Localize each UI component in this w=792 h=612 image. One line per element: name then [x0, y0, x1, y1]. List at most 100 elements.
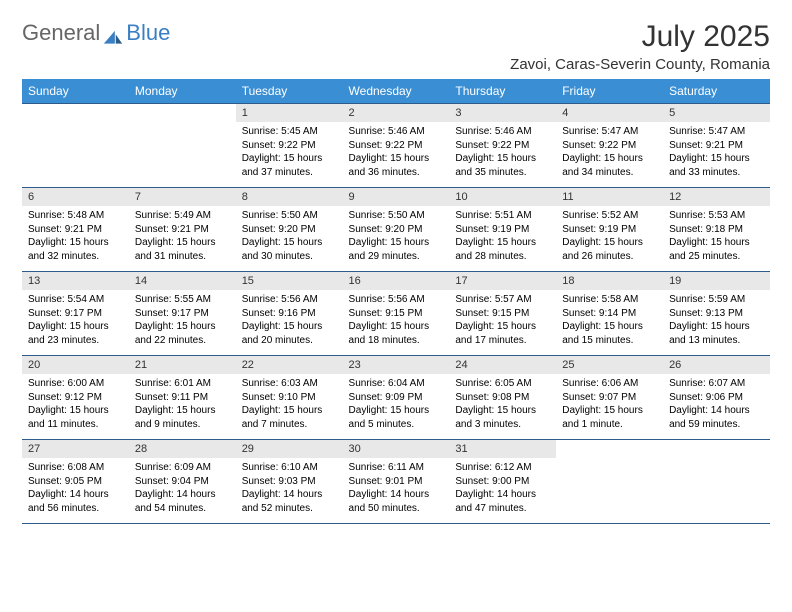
header: General Blue July 2025 Zavoi, Caras-Seve… [22, 20, 770, 73]
calendar-cell: 26Sunrise: 6:07 AMSunset: 9:06 PMDayligh… [663, 356, 770, 440]
calendar-cell: 22Sunrise: 6:03 AMSunset: 9:10 PMDayligh… [236, 356, 343, 440]
calendar-cell: 11Sunrise: 5:52 AMSunset: 9:19 PMDayligh… [556, 188, 663, 272]
calendar-cell: 3Sunrise: 5:46 AMSunset: 9:22 PMDaylight… [449, 104, 556, 188]
calendar-cell: 14Sunrise: 5:55 AMSunset: 9:17 PMDayligh… [129, 272, 236, 356]
day-number: 11 [556, 188, 663, 206]
day-number: 6 [22, 188, 129, 206]
calendar-cell: 16Sunrise: 5:56 AMSunset: 9:15 PMDayligh… [343, 272, 450, 356]
weekday-header: Friday [556, 79, 663, 104]
weekday-header-row: SundayMondayTuesdayWednesdayThursdayFrid… [22, 79, 770, 104]
day-details: Sunrise: 5:56 AMSunset: 9:16 PMDaylight:… [236, 290, 343, 351]
day-number: 14 [129, 272, 236, 290]
title-block: July 2025 Zavoi, Caras-Severin County, R… [510, 20, 770, 73]
day-number: 3 [449, 104, 556, 122]
calendar-cell [22, 104, 129, 188]
day-number: 20 [22, 356, 129, 374]
day-number: 7 [129, 188, 236, 206]
day-number: 30 [343, 440, 450, 458]
calendar-cell: 25Sunrise: 6:06 AMSunset: 9:07 PMDayligh… [556, 356, 663, 440]
day-number: 31 [449, 440, 556, 458]
day-details: Sunrise: 5:48 AMSunset: 9:21 PMDaylight:… [22, 206, 129, 267]
day-details: Sunrise: 5:52 AMSunset: 9:19 PMDaylight:… [556, 206, 663, 267]
day-details: Sunrise: 5:46 AMSunset: 9:22 PMDaylight:… [449, 122, 556, 183]
day-details: Sunrise: 5:47 AMSunset: 9:21 PMDaylight:… [663, 122, 770, 183]
weekday-header: Wednesday [343, 79, 450, 104]
calendar-cell: 27Sunrise: 6:08 AMSunset: 9:05 PMDayligh… [22, 440, 129, 524]
calendar-cell: 24Sunrise: 6:05 AMSunset: 9:08 PMDayligh… [449, 356, 556, 440]
day-number: 15 [236, 272, 343, 290]
day-number: 5 [663, 104, 770, 122]
day-number: 8 [236, 188, 343, 206]
calendar-cell: 5Sunrise: 5:47 AMSunset: 9:21 PMDaylight… [663, 104, 770, 188]
day-details: Sunrise: 6:04 AMSunset: 9:09 PMDaylight:… [343, 374, 450, 435]
calendar-cell: 13Sunrise: 5:54 AMSunset: 9:17 PMDayligh… [22, 272, 129, 356]
day-number: 26 [663, 356, 770, 374]
day-number: 25 [556, 356, 663, 374]
day-details: Sunrise: 6:12 AMSunset: 9:00 PMDaylight:… [449, 458, 556, 519]
day-number: 22 [236, 356, 343, 374]
calendar-body: 1Sunrise: 5:45 AMSunset: 9:22 PMDaylight… [22, 104, 770, 524]
calendar-cell: 17Sunrise: 5:57 AMSunset: 9:15 PMDayligh… [449, 272, 556, 356]
day-number: 12 [663, 188, 770, 206]
weekday-header: Tuesday [236, 79, 343, 104]
calendar-week-row: 6Sunrise: 5:48 AMSunset: 9:21 PMDaylight… [22, 188, 770, 272]
day-details: Sunrise: 5:57 AMSunset: 9:15 PMDaylight:… [449, 290, 556, 351]
calendar-cell: 6Sunrise: 5:48 AMSunset: 9:21 PMDaylight… [22, 188, 129, 272]
day-details: Sunrise: 6:05 AMSunset: 9:08 PMDaylight:… [449, 374, 556, 435]
calendar-cell: 18Sunrise: 5:58 AMSunset: 9:14 PMDayligh… [556, 272, 663, 356]
calendar-cell: 31Sunrise: 6:12 AMSunset: 9:00 PMDayligh… [449, 440, 556, 524]
calendar-cell: 30Sunrise: 6:11 AMSunset: 9:01 PMDayligh… [343, 440, 450, 524]
calendar-cell: 7Sunrise: 5:49 AMSunset: 9:21 PMDaylight… [129, 188, 236, 272]
location: Zavoi, Caras-Severin County, Romania [510, 56, 770, 73]
calendar-cell: 21Sunrise: 6:01 AMSunset: 9:11 PMDayligh… [129, 356, 236, 440]
calendar-cell: 15Sunrise: 5:56 AMSunset: 9:16 PMDayligh… [236, 272, 343, 356]
day-number: 29 [236, 440, 343, 458]
calendar-week-row: 27Sunrise: 6:08 AMSunset: 9:05 PMDayligh… [22, 440, 770, 524]
month-title: July 2025 [510, 20, 770, 54]
day-details: Sunrise: 5:46 AMSunset: 9:22 PMDaylight:… [343, 122, 450, 183]
day-number: 2 [343, 104, 450, 122]
day-number: 21 [129, 356, 236, 374]
calendar-week-row: 13Sunrise: 5:54 AMSunset: 9:17 PMDayligh… [22, 272, 770, 356]
day-number: 18 [556, 272, 663, 290]
day-number: 16 [343, 272, 450, 290]
calendar-cell [129, 104, 236, 188]
logo-sail-icon [102, 25, 124, 41]
day-number: 17 [449, 272, 556, 290]
calendar-cell [663, 440, 770, 524]
calendar-cell: 29Sunrise: 6:10 AMSunset: 9:03 PMDayligh… [236, 440, 343, 524]
day-details: Sunrise: 6:10 AMSunset: 9:03 PMDaylight:… [236, 458, 343, 519]
day-details: Sunrise: 5:55 AMSunset: 9:17 PMDaylight:… [129, 290, 236, 351]
calendar-cell: 19Sunrise: 5:59 AMSunset: 9:13 PMDayligh… [663, 272, 770, 356]
day-details: Sunrise: 5:59 AMSunset: 9:13 PMDaylight:… [663, 290, 770, 351]
brand-part2: Blue [126, 20, 170, 46]
day-number: 1 [236, 104, 343, 122]
day-number: 27 [22, 440, 129, 458]
day-details: Sunrise: 5:54 AMSunset: 9:17 PMDaylight:… [22, 290, 129, 351]
calendar-cell: 28Sunrise: 6:09 AMSunset: 9:04 PMDayligh… [129, 440, 236, 524]
weekday-header: Saturday [663, 79, 770, 104]
calendar: SundayMondayTuesdayWednesdayThursdayFrid… [22, 79, 770, 524]
day-details: Sunrise: 6:00 AMSunset: 9:12 PMDaylight:… [22, 374, 129, 435]
calendar-cell: 9Sunrise: 5:50 AMSunset: 9:20 PMDaylight… [343, 188, 450, 272]
day-details: Sunrise: 6:11 AMSunset: 9:01 PMDaylight:… [343, 458, 450, 519]
day-number: 10 [449, 188, 556, 206]
calendar-week-row: 1Sunrise: 5:45 AMSunset: 9:22 PMDaylight… [22, 104, 770, 188]
calendar-week-row: 20Sunrise: 6:00 AMSunset: 9:12 PMDayligh… [22, 356, 770, 440]
day-number: 19 [663, 272, 770, 290]
day-details: Sunrise: 5:50 AMSunset: 9:20 PMDaylight:… [343, 206, 450, 267]
day-number: 24 [449, 356, 556, 374]
calendar-cell: 23Sunrise: 6:04 AMSunset: 9:09 PMDayligh… [343, 356, 450, 440]
day-number: 23 [343, 356, 450, 374]
day-details: Sunrise: 6:03 AMSunset: 9:10 PMDaylight:… [236, 374, 343, 435]
weekday-header: Thursday [449, 79, 556, 104]
day-details: Sunrise: 5:50 AMSunset: 9:20 PMDaylight:… [236, 206, 343, 267]
calendar-cell: 2Sunrise: 5:46 AMSunset: 9:22 PMDaylight… [343, 104, 450, 188]
day-details: Sunrise: 5:58 AMSunset: 9:14 PMDaylight:… [556, 290, 663, 351]
day-details: Sunrise: 5:49 AMSunset: 9:21 PMDaylight:… [129, 206, 236, 267]
calendar-cell: 12Sunrise: 5:53 AMSunset: 9:18 PMDayligh… [663, 188, 770, 272]
weekday-header: Sunday [22, 79, 129, 104]
brand-part1: General [22, 20, 100, 46]
day-details: Sunrise: 5:45 AMSunset: 9:22 PMDaylight:… [236, 122, 343, 183]
day-details: Sunrise: 5:47 AMSunset: 9:22 PMDaylight:… [556, 122, 663, 183]
